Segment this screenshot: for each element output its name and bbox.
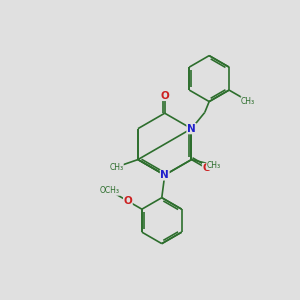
Text: O: O [202,164,211,173]
Text: O: O [160,91,169,100]
Text: N: N [160,170,169,180]
Text: OCH₃: OCH₃ [100,186,120,195]
Text: CH₃: CH₃ [207,160,221,169]
Text: N: N [187,124,196,134]
Text: CH₃: CH₃ [109,163,123,172]
Text: O: O [124,196,132,206]
Text: CH₃: CH₃ [241,97,255,106]
Text: N: N [187,124,196,134]
